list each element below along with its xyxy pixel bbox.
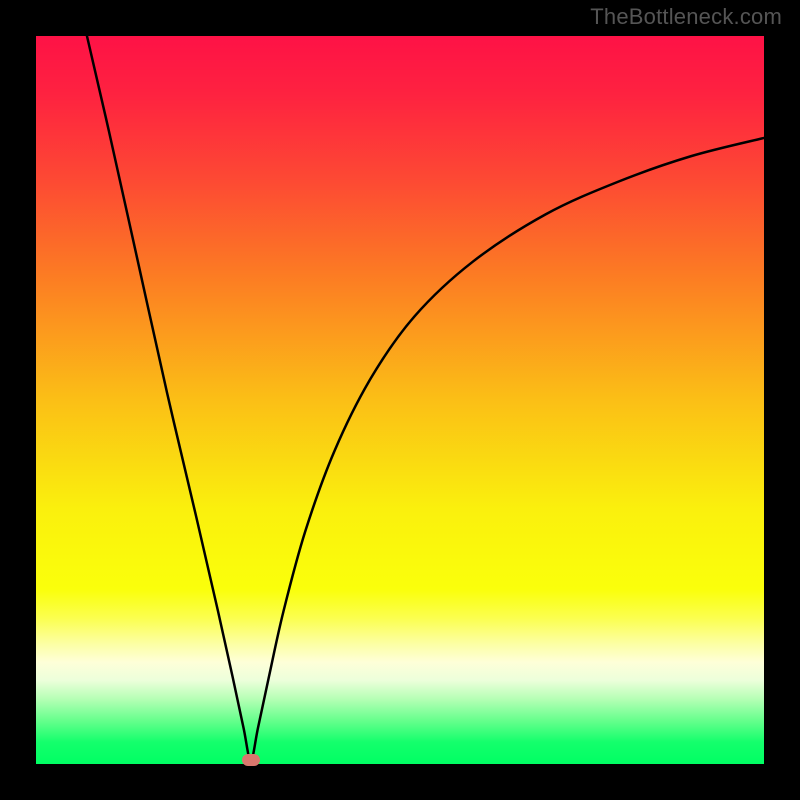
curve-path (87, 36, 764, 760)
plot-area (36, 36, 764, 764)
watermark-text: TheBottleneck.com (590, 4, 782, 30)
minimum-marker (242, 754, 260, 766)
bottleneck-curve (36, 36, 764, 764)
